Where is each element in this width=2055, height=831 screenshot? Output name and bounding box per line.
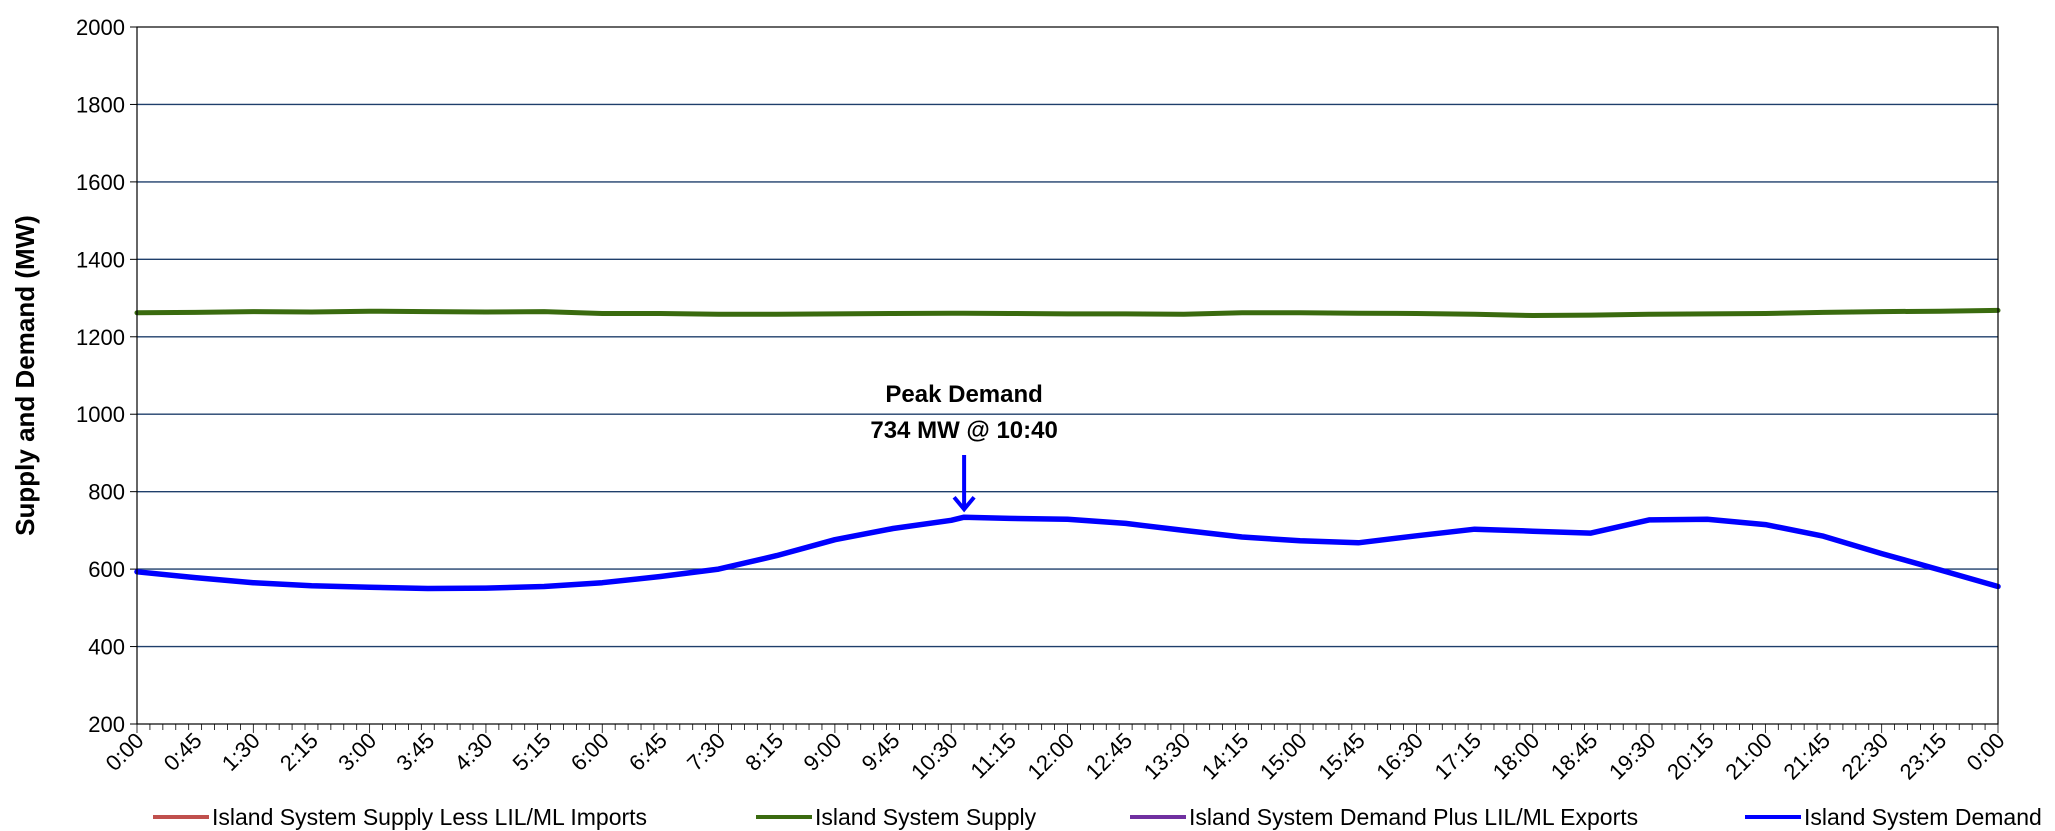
series-line-1: [134, 307, 2001, 318]
y-tick-label: 1000: [76, 402, 125, 427]
y-tick-label: 2000: [76, 15, 125, 40]
y-tick-label: 1400: [76, 247, 125, 272]
legend-label: Island System Supply: [815, 804, 1037, 830]
y-tick-label: 1200: [76, 325, 125, 350]
peak-annotation-title: Peak Demand: [885, 381, 1042, 408]
legend-label: Island System Supply Less LIL/ML Imports: [212, 804, 647, 830]
plot-area-border: [136, 26, 1999, 725]
legend: Island System Supply Less LIL/ML Imports…: [153, 804, 2042, 830]
y-tick-label: 1800: [76, 92, 125, 117]
y-tick-label: 200: [88, 712, 125, 737]
y-tick-labels: 200 400 600 800 1000 1200 1400 1600 1800 2000: [76, 15, 137, 737]
legend-label: Island System Demand Plus LIL/ML Exports: [1189, 804, 1638, 830]
legend-item-1: Island System Supply: [756, 804, 1037, 830]
legend-label: Island System Demand: [1804, 804, 2042, 830]
y-tick-label: 800: [88, 480, 125, 505]
peak-annotation-value: 734 MW @ 10:40: [870, 417, 1057, 444]
y-axis-label: Supply and Demand (MW): [10, 215, 40, 536]
y-tick-label: 400: [88, 635, 125, 660]
peak-arrow-head: [952, 495, 976, 513]
y-tick-label: 600: [88, 557, 125, 582]
legend-item-3: Island System Demand: [1745, 804, 2042, 830]
peak-annotation: Peak Demand 734 MW @ 10:40: [870, 381, 1058, 513]
gridlines: [137, 103, 1998, 648]
legend-item-2: Island System Demand Plus LIL/ML Exports: [1130, 804, 1638, 830]
x-minor-ticks: [136, 724, 1999, 733]
series-line-3: [134, 514, 2001, 592]
legend-item-0: Island System Supply Less LIL/ML Imports: [153, 804, 647, 830]
y-tick-label: 1600: [76, 170, 125, 195]
series-lines: [134, 307, 2001, 592]
